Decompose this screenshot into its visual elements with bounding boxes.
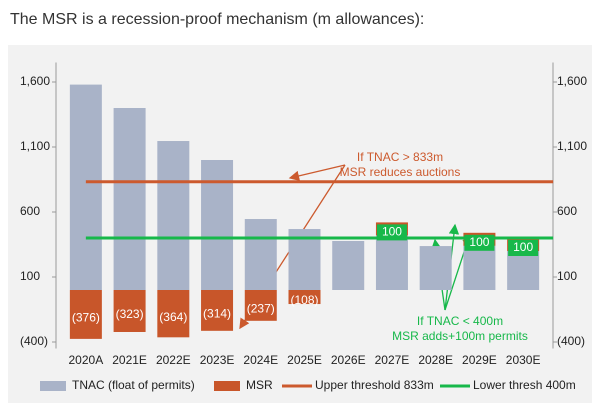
value-label: (323): [116, 307, 144, 321]
value-label: (237): [247, 302, 275, 316]
y-tick-label: 600: [20, 204, 40, 218]
bar: [69, 290, 102, 339]
bar: [201, 160, 234, 290]
x-tick-label: 2025E: [287, 353, 322, 367]
bar: [244, 290, 277, 321]
value-label-box: [376, 224, 407, 241]
x-tick-label: 2021E: [112, 353, 147, 367]
legend-label: TNAC (float of permits): [72, 378, 195, 392]
value-label-box: [508, 240, 539, 256]
y2-tick-label: 1,100: [557, 139, 587, 153]
bar: [463, 245, 496, 290]
value-label: (314): [203, 307, 231, 321]
value-label-box: [464, 234, 495, 251]
y-tick-label: 100: [20, 269, 40, 283]
value-label: 100: [382, 225, 402, 239]
chart-background: [8, 45, 592, 403]
y2-tick-label: 600: [557, 204, 577, 218]
annotation: If TNAC < 400m: [417, 314, 503, 328]
x-tick-label: 2026E: [331, 353, 366, 367]
x-tick-label: 2023E: [200, 353, 235, 367]
x-tick-label: 2027E: [375, 353, 410, 367]
y2-tick-label: (400): [557, 334, 585, 348]
bar: [244, 219, 277, 290]
legend-swatch: [40, 381, 66, 391]
bar: [113, 290, 146, 332]
bar: [507, 251, 540, 290]
value-label: (108): [290, 293, 318, 307]
legend-label: MSR: [246, 378, 273, 392]
x-tick-label: 2022E: [156, 353, 191, 367]
bar: [201, 290, 234, 331]
x-tick-label: 2028E: [418, 353, 453, 367]
y-tick-label: (400): [20, 334, 48, 348]
legend-label: Lower thresh 400m: [473, 378, 576, 392]
annotation: MSR reduces auctions: [340, 165, 461, 179]
chart-title: The MSR is a recession-proof mechanism (…: [10, 11, 424, 28]
value-label: (364): [159, 310, 187, 324]
value-label: 100: [513, 240, 533, 254]
annotation: MSR adds+100m permits: [392, 329, 528, 343]
y2-tick-label: 1,600: [557, 74, 587, 88]
bar: [157, 141, 190, 290]
bar: [375, 235, 408, 290]
y-tick-label: 1,100: [20, 139, 50, 153]
y-tick-label: 1,600: [20, 74, 50, 88]
x-tick-label: 2030E: [506, 353, 541, 367]
bar: [157, 290, 190, 338]
value-label: (376): [72, 311, 100, 325]
x-tick-label: 2020A: [69, 353, 104, 367]
value-label: 100: [469, 235, 489, 249]
bar: [332, 240, 365, 290]
legend-swatch: [214, 381, 240, 391]
x-tick-label: 2024E: [243, 353, 278, 367]
bar: [113, 108, 146, 290]
bar: [69, 84, 102, 290]
bar: [419, 246, 452, 290]
x-tick-label: 2029E: [462, 353, 497, 367]
bar: [288, 290, 321, 305]
legend-label: Upper threshold 833m: [315, 378, 434, 392]
annotation: If TNAC > 833m: [357, 150, 443, 164]
y2-tick-label: 100: [557, 269, 577, 283]
